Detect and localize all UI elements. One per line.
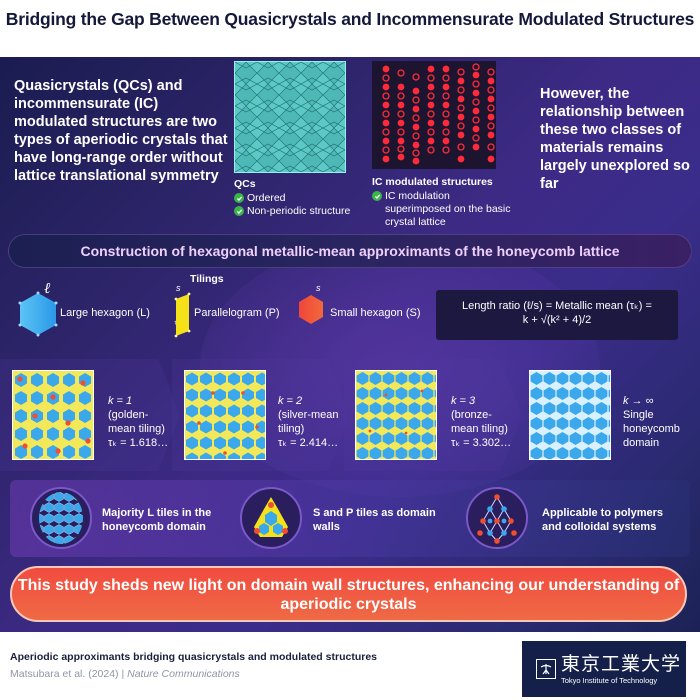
domain-wall-icon xyxy=(240,487,302,549)
construction-heading: Construction of hexagonal metallic-mean … xyxy=(8,234,692,268)
intro-left-text: Quasicrystals (QCs) and incommensurate (… xyxy=(14,78,228,184)
large-hexagon-icon xyxy=(18,291,58,337)
reference-authors: Matsubara et al. (2024) xyxy=(10,668,119,680)
stage-k-value: k = 1 xyxy=(108,395,133,407)
stage-k2: k = 2 (silver-mean tiling) τₖ = 2.414… xyxy=(184,370,344,470)
check-icon xyxy=(234,193,244,203)
stage-k-infinity: k → ∞ Single honeycomb domain xyxy=(529,370,689,470)
tilings-label: Tilings xyxy=(190,273,224,285)
stage-k3: k = 3 (bronze-mean tiling) τₖ = 3.302… xyxy=(355,370,515,470)
logo-japanese-text: 東京工業大学 xyxy=(561,652,682,675)
features-panel: Majority L tiles in the honeycomb domain… xyxy=(10,480,690,557)
header: Bridging the Gap Between Quasicrystals a… xyxy=(0,0,700,57)
ic-modulated-structure-image xyxy=(372,61,496,169)
stage-name: (golden-mean tiling) xyxy=(108,409,165,435)
stage-tau: τₖ = 2.414… xyxy=(278,437,339,449)
qc-caption-title: QCs xyxy=(234,178,256,190)
reference-journal: Nature Communications xyxy=(127,668,240,680)
reference-citation: Matsubara et al. (2024) | Nature Communi… xyxy=(10,668,240,680)
qc-caption-item: Ordered xyxy=(234,192,286,205)
conclusion-banner: This study sheds new light on domain wal… xyxy=(10,566,687,622)
stage-tau: τₖ = 1.618… xyxy=(108,437,169,449)
page-title: Bridging the Gap Between Quasicrystals a… xyxy=(5,9,695,29)
metallic-mean-formula: Length ratio (ℓ/s) = Metallic mean (τₖ) … xyxy=(436,290,678,340)
tokyo-tech-logo: 東京工業大学 Tokyo Institute of Technology xyxy=(522,641,686,697)
reference-title: Aperiodic approximants bridging quasicry… xyxy=(10,651,377,663)
swallow-emblem-icon xyxy=(536,659,556,679)
stage-tau: τₖ = 3.302… xyxy=(451,437,512,449)
stage-name: (silver-mean tiling) xyxy=(278,409,339,435)
single-honeycomb-domain-image xyxy=(529,370,611,460)
feature-text: Applicable to polymers and colloidal sys… xyxy=(542,507,664,533)
stage-k1: k = 1 (golden-mean tiling) τₖ = 1.618… xyxy=(12,370,172,470)
stage-k-value: k = 2 xyxy=(278,395,303,407)
golden-mean-tiling-image xyxy=(12,370,94,460)
ic-caption-title: IC modulated structures xyxy=(372,176,493,188)
logo-english-text: Tokyo Institute of Technology xyxy=(561,675,658,685)
stage-name: Single honeycomb domain xyxy=(623,409,680,449)
stage-k-value: k → ∞ xyxy=(623,395,654,407)
small-hexagon-icon xyxy=(299,295,323,324)
parallelogram-icon xyxy=(174,292,191,338)
stage-k-value: k = 3 xyxy=(451,395,476,407)
large-hexagon-label: Large hexagon (L) xyxy=(60,307,150,319)
intro-right-text: However, the relationship between these … xyxy=(540,86,690,192)
check-icon xyxy=(234,206,244,216)
bronze-mean-tiling-image xyxy=(355,370,437,460)
parallelogram-label: Parallelogram (P) xyxy=(194,307,280,319)
silver-mean-tiling-image xyxy=(184,370,266,460)
footer: Aperiodic approximants bridging quasicry… xyxy=(0,632,700,700)
check-icon xyxy=(372,191,382,201)
polymer-colloid-icon xyxy=(466,487,528,549)
ic-caption-item: IC modulation superimposed on the basic … xyxy=(372,190,512,229)
feature-text: S and P tiles as domain walls xyxy=(313,507,436,533)
small-hexagon-label: Small hexagon (S) xyxy=(330,307,421,319)
infographic-panel: Quasicrystals (QCs) and incommensurate (… xyxy=(0,57,700,632)
stage-name: (bronze-mean tiling) xyxy=(451,409,508,435)
feature-text: Majority L tiles in the honeycomb domain xyxy=(102,507,212,533)
quasicrystal-tiling-image xyxy=(234,61,346,173)
qc-caption-item: Non-periodic structure xyxy=(234,205,350,218)
honeycomb-domain-icon xyxy=(30,487,92,549)
